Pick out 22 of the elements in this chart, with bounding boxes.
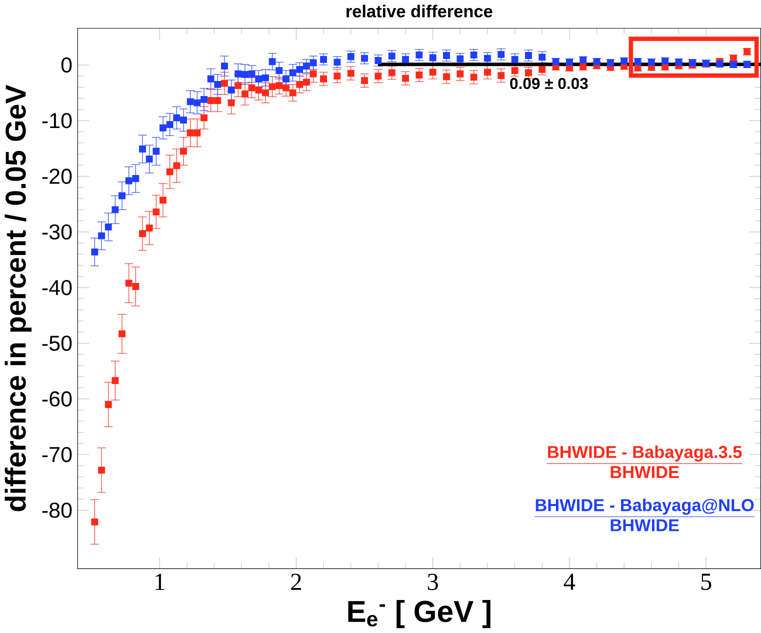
y-tick-label: -50 — [42, 336, 72, 351]
y-tick-label: -40 — [42, 280, 72, 296]
chart-title: relative difference — [346, 4, 492, 18]
y-axis-title: difference in percent / 0.05 GeV — [4, 84, 32, 512]
annotation: BHWIDE — [610, 519, 679, 532]
text: BHWIDE - Babayaga@NLO — [536, 498, 754, 515]
y-tick-label: -30 — [42, 224, 72, 240]
x-tick-label: 3 — [428, 574, 438, 590]
x-tick-label: 1 — [156, 574, 164, 590]
y-tick-label: -80 — [42, 502, 72, 518]
annotation: BHWIDE — [610, 466, 679, 478]
x-tick-label: 4 — [564, 574, 576, 590]
x-tick-label: 2 — [291, 574, 301, 590]
x-axis-title: E$_{e}$$^{-}$ [ GeV ] — [348, 600, 490, 628]
text: BHWIDE - Babayaga.3.5 — [548, 445, 742, 462]
x-tick-label: 5 — [701, 574, 712, 590]
y-tick-label: -10 — [42, 113, 72, 128]
annotation: 0.09 ± 0.03 — [510, 78, 588, 90]
y-tick-label: 0 — [61, 57, 72, 73]
y-tick-label: -20 — [42, 168, 72, 184]
y-tick-label: -60 — [42, 391, 72, 407]
y-tick-label: -70 — [42, 446, 72, 462]
